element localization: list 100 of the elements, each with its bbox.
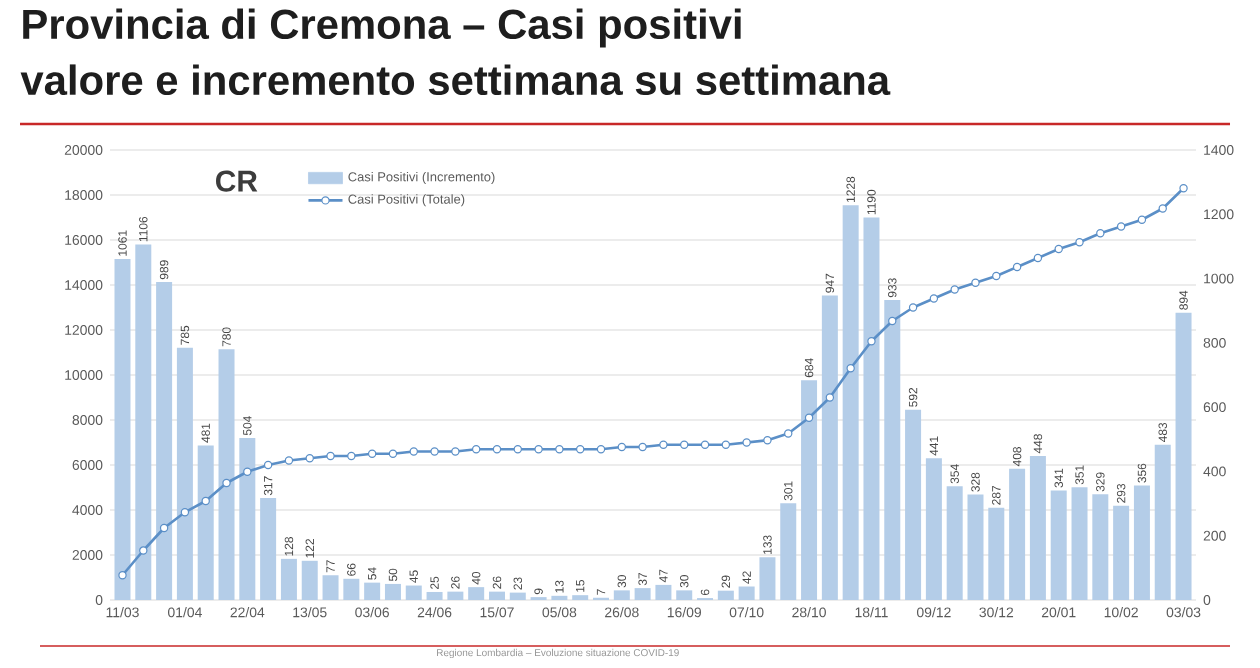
point	[1033, 253, 1043, 263]
point	[992, 271, 1001, 281]
point	[888, 316, 897, 326]
point	[742, 438, 751, 447]
point	[950, 285, 959, 294]
point	[1179, 184, 1188, 193]
bar	[301, 560, 318, 600]
bar	[613, 590, 630, 600]
point	[139, 546, 148, 555]
annotation: CR	[216, 170, 258, 192]
point	[638, 442, 647, 452]
bar	[384, 583, 401, 600]
point	[1096, 229, 1105, 238]
point	[659, 440, 668, 449]
bar	[343, 578, 360, 600]
point	[908, 303, 918, 312]
point	[367, 449, 377, 458]
point	[388, 449, 398, 458]
point	[492, 445, 502, 454]
bar	[1113, 505, 1130, 600]
point	[534, 445, 543, 454]
bar	[239, 438, 256, 600]
point	[118, 571, 127, 580]
bar	[488, 591, 505, 600]
point	[284, 456, 294, 465]
bar	[1133, 485, 1150, 600]
point	[804, 413, 814, 422]
point	[222, 478, 231, 488]
bar	[1029, 456, 1046, 600]
bar	[946, 486, 963, 600]
point	[1075, 238, 1084, 247]
bar	[114, 258, 131, 600]
point	[513, 445, 522, 454]
bar	[1050, 490, 1067, 600]
bar	[1154, 444, 1171, 600]
point	[1012, 262, 1022, 272]
point	[867, 337, 876, 346]
point	[263, 460, 273, 470]
point	[555, 445, 564, 454]
point	[180, 508, 190, 517]
point	[409, 447, 418, 456]
bar	[1071, 487, 1088, 600]
bar	[884, 300, 901, 600]
point	[763, 436, 772, 445]
point	[201, 496, 210, 506]
bar	[1175, 312, 1192, 600]
point	[576, 445, 585, 454]
bar	[863, 217, 880, 600]
point	[305, 454, 314, 463]
point	[430, 447, 439, 456]
bar	[1092, 494, 1109, 600]
bar	[135, 244, 152, 600]
bar	[905, 409, 922, 600]
point	[347, 451, 356, 461]
bar	[405, 585, 422, 600]
point	[929, 294, 939, 303]
bar	[676, 590, 693, 600]
bar	[364, 582, 381, 600]
point	[846, 364, 855, 373]
bar	[509, 592, 526, 600]
bar	[759, 557, 776, 600]
point	[1158, 204, 1167, 213]
bar	[967, 494, 984, 600]
point	[243, 467, 252, 476]
bar	[655, 584, 672, 600]
point	[159, 523, 169, 533]
bar	[801, 380, 818, 600]
bar	[447, 591, 464, 600]
bar	[218, 349, 235, 600]
point	[1137, 215, 1147, 224]
bar	[468, 587, 485, 600]
bar	[988, 507, 1005, 600]
bar	[426, 591, 443, 600]
bar	[1009, 468, 1026, 600]
bar	[176, 347, 193, 600]
point	[700, 440, 710, 449]
chart-subtitle: valore e incremento settimana su settimana	[20, 64, 891, 96]
bar	[634, 588, 651, 600]
bar	[280, 558, 297, 600]
point	[784, 429, 793, 438]
point	[825, 393, 835, 402]
bar	[717, 590, 734, 600]
bar	[738, 586, 755, 600]
point	[1054, 244, 1063, 254]
bar	[260, 498, 277, 600]
point	[680, 440, 689, 449]
bar	[197, 445, 214, 600]
point	[326, 451, 335, 461]
point	[471, 445, 481, 454]
point	[1116, 222, 1126, 231]
bar	[780, 503, 797, 600]
point	[971, 278, 980, 287]
point	[721, 440, 731, 449]
bar	[156, 282, 173, 600]
bar	[925, 458, 942, 600]
chart-title: Provincia di Cremona – Casi positivi	[23, 8, 741, 48]
bar	[322, 575, 339, 600]
point	[596, 445, 606, 454]
point	[617, 442, 627, 452]
bar	[821, 295, 838, 600]
